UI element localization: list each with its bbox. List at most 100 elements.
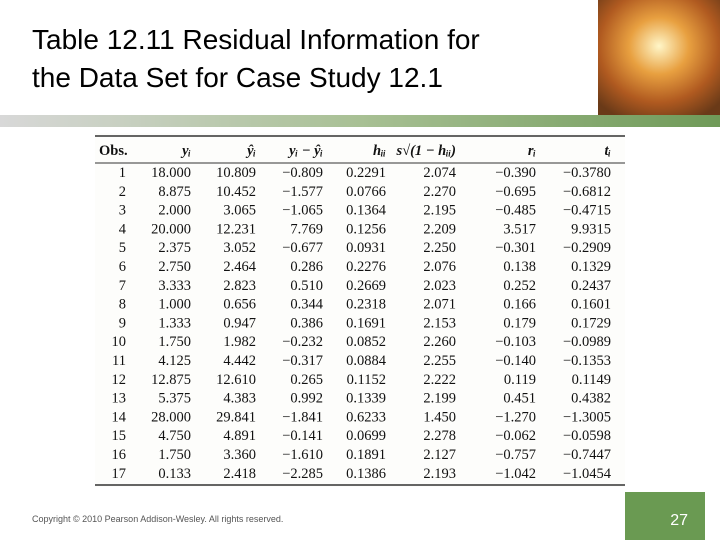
table-cell: −0.2909 bbox=[563, 240, 611, 256]
table-cell: 2.464 bbox=[223, 259, 256, 275]
table-cell: 2.375 bbox=[158, 240, 191, 256]
table-cell: 0.0699 bbox=[346, 428, 386, 444]
table-cell: −2.285 bbox=[282, 466, 323, 482]
table-cell: 12.875 bbox=[151, 372, 191, 388]
table-cell: 0.138 bbox=[503, 259, 536, 275]
table-cell: −0.062 bbox=[495, 428, 536, 444]
table-cell: 20.000 bbox=[151, 221, 191, 237]
table-cell: 0.2276 bbox=[346, 259, 386, 275]
table-cell: 0.119 bbox=[504, 372, 536, 388]
column-header: s√(1 − hᵢᵢ) bbox=[395, 143, 456, 159]
table-cell: 1 bbox=[119, 165, 126, 181]
table-cell: 5.375 bbox=[158, 391, 191, 407]
table-cell: 0.0931 bbox=[346, 240, 386, 256]
table-cell: 0.0766 bbox=[346, 184, 386, 200]
table-cell: −1.270 bbox=[495, 409, 536, 425]
table-cell: 0.451 bbox=[503, 391, 536, 407]
table-cell: 15 bbox=[112, 428, 127, 444]
table-cell: −0.0989 bbox=[563, 334, 611, 350]
table-cell: 4.383 bbox=[223, 391, 256, 407]
table: Obs. yᵢ ŷᵢ yᵢ − ŷᵢ hᵢᵢ s√(1 − hᵢᵢ) rᵢ tᵢ 1 18.000… bbox=[99, 143, 612, 482]
table-cell: 2.071 bbox=[423, 297, 456, 313]
table-cell: 0.0852 bbox=[346, 334, 386, 350]
table-cell: 0.6233 bbox=[346, 409, 386, 425]
table-cell: 4.750 bbox=[158, 428, 191, 444]
table-cell: 5 bbox=[119, 240, 126, 256]
table-cell: 0.992 bbox=[290, 391, 323, 407]
table-cell: 2.260 bbox=[423, 334, 456, 350]
table-cell: −0.809 bbox=[282, 165, 323, 181]
table-cell: 2.255 bbox=[423, 353, 456, 369]
table-cell: −0.317 bbox=[282, 353, 323, 369]
table-cell: 3.052 bbox=[223, 240, 256, 256]
table-cell: 2.076 bbox=[423, 259, 456, 275]
column-header: rᵢ bbox=[528, 143, 536, 159]
table-cell: 3 bbox=[119, 203, 126, 219]
table-cell: 0.133 bbox=[158, 466, 191, 482]
table-cell: −1.3005 bbox=[563, 409, 611, 425]
table-cell: −0.677 bbox=[282, 240, 323, 256]
table-cell: −0.4715 bbox=[563, 203, 611, 219]
table-cell: 3.333 bbox=[158, 278, 191, 294]
table-cell: 2.823 bbox=[223, 278, 256, 294]
table-cell: 2.270 bbox=[423, 184, 456, 200]
table-cell: 9.9315 bbox=[571, 221, 611, 237]
table-cell: 0.656 bbox=[223, 297, 256, 313]
table-cell: 0.179 bbox=[503, 315, 536, 331]
table-cell: 10 bbox=[112, 334, 127, 350]
table-cell: 0.1152 bbox=[347, 372, 386, 388]
header-image bbox=[598, 0, 720, 115]
table-cell: 18.000 bbox=[151, 165, 191, 181]
table-cell: 0.2669 bbox=[346, 278, 386, 294]
table-cell: 10.809 bbox=[216, 165, 256, 181]
table-cell: 17 bbox=[112, 466, 127, 482]
copyright: Copyright © 2010 Pearson Addison-Wesley.… bbox=[32, 514, 283, 524]
table-cell: 0.286 bbox=[290, 259, 323, 275]
table-cell: 8 bbox=[119, 297, 126, 313]
table-cell: 0.2291 bbox=[346, 165, 386, 181]
table-cell: −0.232 bbox=[282, 334, 323, 350]
table-cell: 12.231 bbox=[216, 221, 256, 237]
title-line: Table 12.11 Residual Information for bbox=[32, 24, 480, 55]
table-cell: 16 bbox=[112, 447, 127, 463]
table-cell: 0.1364 bbox=[346, 203, 387, 219]
table-cell: −0.140 bbox=[495, 353, 536, 369]
table-cell: 10.452 bbox=[216, 184, 256, 200]
table-cell: 2.209 bbox=[423, 221, 456, 237]
table-cell: 9 bbox=[119, 315, 126, 331]
page-number: 27 bbox=[670, 512, 688, 529]
table-cell: 12.610 bbox=[216, 372, 256, 388]
column-header: tᵢ bbox=[605, 143, 612, 159]
table-cell: 2.250 bbox=[423, 240, 456, 256]
table-cell: −1.042 bbox=[495, 466, 536, 482]
table-cell: 0.1149 bbox=[572, 372, 611, 388]
table-cell: 0.947 bbox=[223, 315, 256, 331]
table-cell: −0.0598 bbox=[563, 428, 611, 444]
table-cell: 28.000 bbox=[151, 409, 191, 425]
table-cell: 0.2437 bbox=[571, 278, 611, 294]
table-cell: 2.222 bbox=[423, 372, 456, 388]
column-header: hᵢᵢ bbox=[373, 143, 386, 159]
table-cell: 0.1256 bbox=[346, 221, 386, 237]
table-cell: 1.750 bbox=[158, 447, 191, 463]
table-cell: −1.610 bbox=[282, 447, 323, 463]
table-cell: −0.6812 bbox=[563, 184, 611, 200]
table-cell: 1.750 bbox=[158, 334, 191, 350]
table-cell: 0.265 bbox=[290, 372, 323, 388]
table-cell: 0.0884 bbox=[346, 353, 387, 369]
table-cell: 1.450 bbox=[423, 409, 456, 425]
table-cell: −0.3780 bbox=[563, 165, 611, 181]
table-cell: 8.875 bbox=[158, 184, 191, 200]
table-cell: −1.577 bbox=[282, 184, 323, 200]
table-cell: 2.153 bbox=[423, 315, 456, 331]
table-cell: −0.141 bbox=[282, 428, 323, 444]
table-cell: 2.193 bbox=[423, 466, 456, 482]
table-cell: 0.2318 bbox=[346, 297, 386, 313]
table-cell: 6 bbox=[119, 259, 126, 275]
table-cell: −1.065 bbox=[282, 203, 323, 219]
table-cell: 4.891 bbox=[223, 428, 256, 444]
column-header: ŷᵢ bbox=[245, 143, 256, 159]
column-header: Obs. bbox=[99, 143, 128, 159]
table-background bbox=[95, 133, 625, 487]
